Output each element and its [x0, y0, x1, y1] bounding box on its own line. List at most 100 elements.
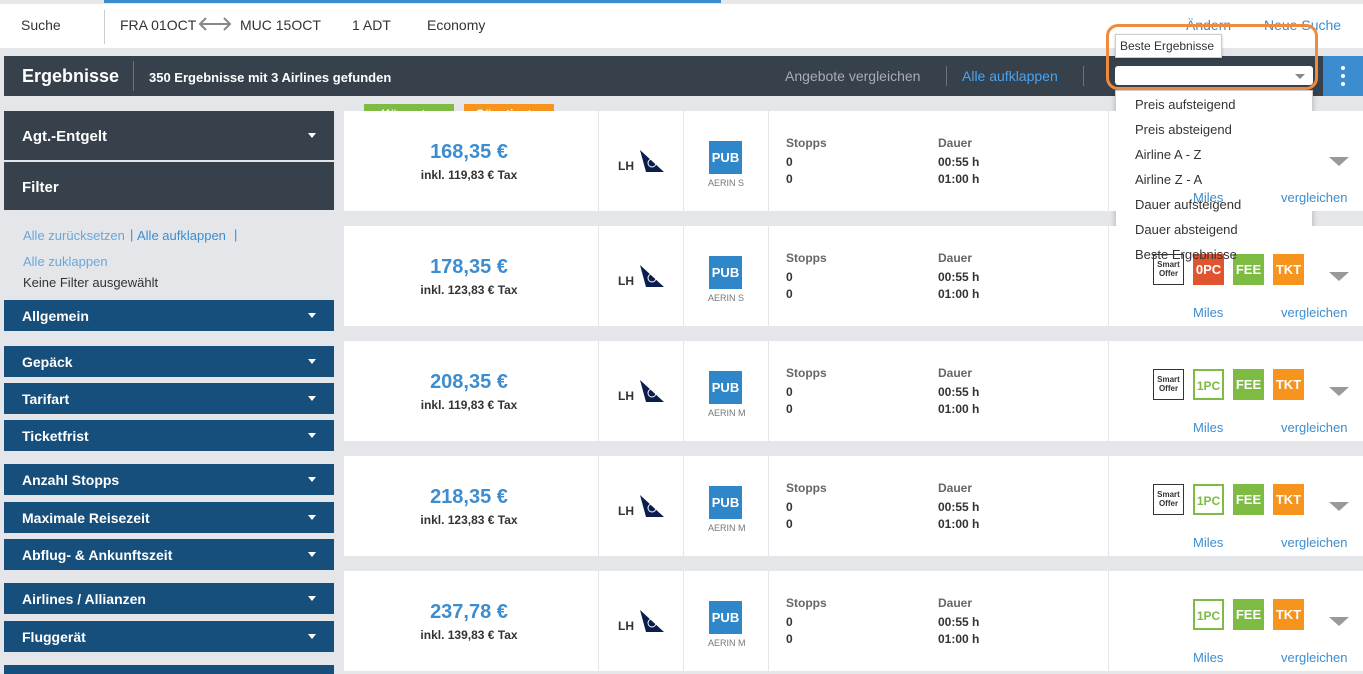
miles-link[interactable]: Miles: [1193, 305, 1224, 320]
miles-link[interactable]: Miles: [1193, 535, 1224, 550]
airline-logo: [636, 608, 666, 639]
sort-option[interactable]: Airline A - Z: [1135, 147, 1202, 162]
compare-link[interactable]: vergleichen: [1281, 650, 1348, 665]
filter-group[interactable]: Abflug- & Ankunftszeit: [4, 539, 334, 570]
search-tab[interactable]: Suche: [21, 17, 61, 33]
stops: 0: [786, 172, 793, 186]
menu-button[interactable]: [1323, 56, 1363, 96]
filter-group[interactable]: Airlines / Allianzen: [4, 583, 334, 614]
duration-label: Dauer: [938, 481, 973, 495]
result-card: 237,78 € inkl. 139,83 € Tax LH PUB AERIN M St…: [344, 571, 1363, 671]
stops: 0: [786, 500, 793, 514]
fare-type: PUB: [709, 371, 742, 404]
sort-select[interactable]: [1115, 66, 1313, 85]
duration: 00:55 h: [938, 270, 980, 284]
tax: inkl. 119,83 € Tax: [420, 168, 518, 182]
duration-label: Dauer: [938, 366, 973, 380]
duration: 01:00 h: [938, 172, 980, 186]
filter-group[interactable]: Maximale Reisezeit: [4, 502, 334, 533]
collapse-all[interactable]: Alle zuklappen: [23, 254, 108, 269]
miles-link[interactable]: Miles: [1193, 650, 1224, 665]
filter-label: Filter: [22, 179, 59, 196]
compare-link[interactable]: vergleichen: [1281, 420, 1348, 435]
sort-option[interactable]: Airline Z - A: [1135, 172, 1203, 187]
duration: 00:55 h: [938, 155, 980, 169]
fare-icon: 1PC: [1193, 369, 1224, 400]
fare-name: AERIN S: [708, 293, 745, 303]
fare-name: AERIN M: [708, 408, 746, 418]
compare-link[interactable]: vergleichen: [1281, 305, 1348, 320]
no-filter-note: Keine Filter ausgewählt: [23, 275, 159, 290]
expand-arrow[interactable]: [1329, 157, 1349, 166]
duration: 01:00 h: [938, 632, 980, 646]
price[interactable]: 218,35 €: [430, 486, 508, 508]
stops: 0: [786, 632, 793, 646]
price[interactable]: 208,35 €: [430, 371, 508, 393]
fare-type: PUB: [709, 486, 742, 519]
fare-icon: TKT: [1273, 254, 1304, 285]
filter-group[interactable]: Allgemein: [4, 300, 334, 331]
compare-offers[interactable]: Angebote vergleichen: [785, 68, 921, 84]
expand-arrow[interactable]: [1329, 272, 1349, 281]
fare-icon: TKT: [1273, 484, 1304, 515]
compare-link[interactable]: vergleichen: [1281, 190, 1348, 205]
sidebar-expand-all[interactable]: Alle aufklappen: [137, 228, 226, 243]
fare-type: PUB: [709, 256, 742, 289]
airline-code: LH: [618, 389, 634, 403]
miles-link[interactable]: Miles: [1193, 190, 1224, 205]
fare-icon: TKT: [1273, 369, 1304, 400]
stops: 0: [786, 155, 793, 169]
fare-icon: Smart Offer: [1153, 369, 1184, 400]
highlight-outline: [1106, 24, 1318, 90]
expand-arrow[interactable]: [1329, 387, 1349, 396]
fare-icon: Smart Offer: [1153, 254, 1184, 285]
price[interactable]: 178,35 €: [430, 256, 508, 278]
result-card: 208,35 € inkl. 119,83 € Tax LH PUB AERIN M St…: [344, 341, 1363, 441]
filter-group[interactable]: Fluggerät: [4, 621, 334, 652]
result-card: 178,35 € inkl. 123,83 € Tax LH PUB AERIN S St…: [344, 226, 1363, 326]
expand-arrow[interactable]: [1329, 502, 1349, 511]
reset-all[interactable]: Alle zurücksetzen: [23, 228, 125, 243]
compare-link[interactable]: vergleichen: [1281, 535, 1348, 550]
filter-group[interactable]: [4, 665, 334, 674]
fare-icon: Smart Offer: [1153, 484, 1184, 515]
stops: 0: [786, 402, 793, 416]
filter-group[interactable]: Ticketfrist: [4, 420, 334, 451]
fare-name: AERIN M: [708, 523, 746, 533]
duration: 00:55 h: [938, 615, 980, 629]
fare-icon: FEE: [1233, 369, 1264, 400]
airline-logo: [636, 493, 666, 524]
miles-link[interactable]: Miles: [1193, 420, 1224, 435]
price[interactable]: 168,35 €: [430, 141, 508, 163]
destination: MUC 15OCT: [240, 17, 321, 33]
tax: inkl. 123,83 € Tax: [420, 283, 518, 297]
filter-group[interactable]: Gepäck: [4, 346, 334, 377]
airline-logo: [636, 148, 666, 179]
fare-icon: TKT: [1273, 599, 1304, 630]
stops: 0: [786, 615, 793, 629]
fare-icon: FEE: [1233, 484, 1264, 515]
airline-code: LH: [618, 619, 634, 633]
sort-option[interactable]: Beste Ergebnisse: [1135, 247, 1237, 262]
fare-icon: 0PC: [1193, 254, 1224, 285]
agent-fee-panel[interactable]: Agt.-Entgelt: [4, 111, 334, 160]
sort-option[interactable]: Dauer absteigend: [1135, 222, 1238, 237]
filter-group[interactable]: Tarifart: [4, 383, 334, 414]
stops: 0: [786, 517, 793, 531]
duration: 00:55 h: [938, 385, 980, 399]
tax: inkl. 123,83 € Tax: [420, 513, 518, 527]
filter-group[interactable]: Anzahl Stopps: [4, 464, 334, 495]
sort-option[interactable]: Preis absteigend: [1135, 122, 1232, 137]
sort-option[interactable]: Dauer aufsteigend: [1135, 197, 1242, 212]
fare-type: PUB: [709, 141, 742, 174]
stops-label: Stopps: [786, 596, 827, 610]
sort-option[interactable]: Preis aufsteigend: [1135, 97, 1236, 112]
results-title: Ergebnisse: [22, 66, 120, 86]
tax: inkl. 139,83 € Tax: [420, 628, 518, 642]
stops-label: Stopps: [786, 481, 827, 495]
fare-icon: FEE: [1233, 599, 1264, 630]
expand-arrow[interactable]: [1329, 617, 1349, 626]
expand-all[interactable]: Alle aufklappen: [962, 68, 1058, 84]
stops-label: Stopps: [786, 366, 827, 380]
price[interactable]: 237,78 €: [430, 601, 508, 623]
